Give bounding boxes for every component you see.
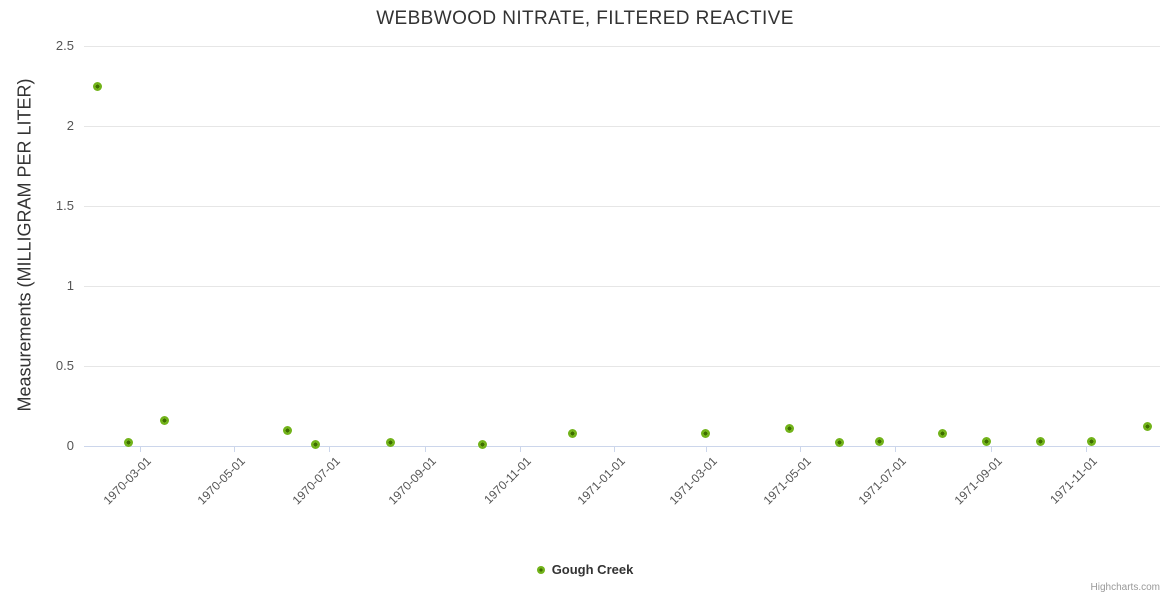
x-axis-label: 1971-11-01: [1046, 454, 1100, 507]
data-point[interactable]: [1087, 436, 1097, 446]
y-axis-label: 2: [66, 118, 74, 133]
data-point[interactable]: [981, 436, 991, 446]
gridline-y-0.5: [84, 366, 1160, 367]
x-axis-label: 1971-03-01: [666, 454, 720, 508]
x-axis-tick: [894, 447, 896, 452]
x-axis-tick: [519, 447, 521, 452]
x-axis-label: 1971-01-01: [574, 454, 629, 508]
data-point[interactable]: [477, 439, 487, 449]
legend: Gough Creek: [0, 562, 1170, 577]
data-point[interactable]: [938, 428, 948, 438]
x-axis-tick: [705, 447, 707, 452]
x-axis-label: 1971-05-01: [760, 454, 815, 508]
chart-title: WEBBWOOD NITRATE, FILTERED REACTIVE: [376, 8, 794, 29]
y-axis-label: 0.5: [55, 358, 74, 373]
y-axis-label: 1.5: [55, 198, 74, 213]
x-axis-label: 1970-09-01: [385, 454, 439, 508]
data-point[interactable]: [310, 439, 320, 449]
credits-link[interactable]: Highcharts.com: [1090, 582, 1160, 593]
x-axis-line: [84, 446, 1160, 447]
legend-item-gough-creek[interactable]: Gough Creek: [536, 562, 634, 577]
x-axis-label: 1970-07-01: [289, 454, 343, 508]
plot-area: [84, 46, 1160, 452]
x-axis-tick: [234, 447, 236, 452]
x-axis-tick: [800, 447, 802, 452]
gridline-y-1.5: [84, 206, 1160, 207]
data-point[interactable]: [282, 425, 292, 435]
x-axis-tick: [328, 447, 330, 452]
x-axis-label: 1970-05-01: [194, 454, 249, 508]
x-axis-tick: [1085, 447, 1087, 452]
x-axis-label: 1971-07-01: [855, 454, 909, 508]
y-axis-label: 2.5: [55, 38, 74, 53]
data-point[interactable]: [1143, 422, 1153, 432]
x-axis-label: 1971-09-01: [951, 454, 1005, 508]
data-point[interactable]: [386, 438, 396, 448]
data-point[interactable]: [567, 428, 577, 438]
legend-marker-icon: [536, 565, 545, 574]
data-point[interactable]: [93, 81, 103, 91]
data-point[interactable]: [784, 423, 794, 433]
data-point[interactable]: [834, 438, 844, 448]
y-axis-label: 1: [66, 278, 74, 293]
y-axis-label: 0: [66, 438, 74, 453]
x-axis-label: 1970-11-01: [480, 454, 534, 507]
data-point[interactable]: [124, 438, 134, 448]
gridline-y-1: [84, 286, 1160, 287]
x-axis-tick: [991, 447, 992, 452]
x-axis-tick: [425, 447, 427, 452]
data-point[interactable]: [701, 428, 711, 438]
data-point[interactable]: [1036, 436, 1046, 446]
x-axis-tick: [139, 447, 141, 452]
data-point[interactable]: [874, 436, 884, 446]
gridline-y-2: [84, 126, 1160, 127]
gridline-y-2.5: [84, 46, 1160, 47]
x-axis-label: 1970-03-01: [100, 454, 154, 508]
legend-label: Gough Creek: [551, 562, 634, 577]
x-axis-tick: [614, 447, 616, 452]
data-point[interactable]: [160, 415, 170, 425]
